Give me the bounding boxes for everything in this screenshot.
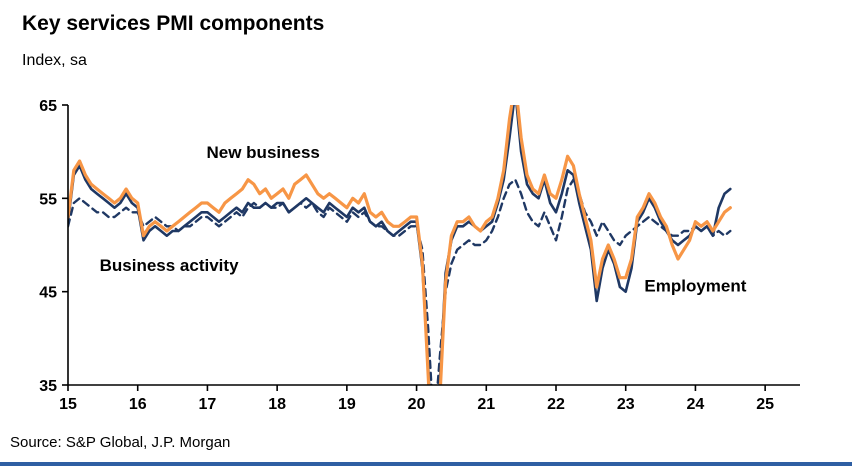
x-tick-label: 15 xyxy=(59,396,77,413)
x-tick-label: 24 xyxy=(687,396,705,413)
y-tick-label: 45 xyxy=(39,285,57,302)
pmi-line-chart: 15 16 17 18 19 20 21 22 23 24 25 35 45 55 65 New busine… xyxy=(39,98,800,413)
x-tick-label: 25 xyxy=(756,396,774,413)
y-tick-label: 35 xyxy=(39,378,57,395)
series-line-employment xyxy=(68,178,732,385)
x-tick-label: 19 xyxy=(338,396,356,413)
x-tick-label: 23 xyxy=(617,396,635,413)
x-tick-label: 21 xyxy=(477,396,495,413)
y-tick-label: 65 xyxy=(39,98,57,115)
tick-labels: 15 16 17 18 19 20 21 22 23 24 25 35 45 55 65 xyxy=(39,98,774,413)
x-tick-label: 20 xyxy=(408,396,426,413)
series-line-new-business xyxy=(68,105,732,385)
annotation-business-activity: Business activity xyxy=(100,256,239,275)
x-tick-label: 17 xyxy=(199,396,217,413)
chart-subtitle: Index, sa xyxy=(22,52,87,69)
y-tick-label: 55 xyxy=(39,191,57,208)
x-tick-label: 16 xyxy=(129,396,147,413)
source-note: Source: S&P Global, J.P. Morgan xyxy=(10,434,231,451)
x-tick-label: 22 xyxy=(547,396,565,413)
chart-title: Key services PMI components xyxy=(22,12,325,35)
x-tick-label: 18 xyxy=(268,396,286,413)
annotation-employment: Employment xyxy=(644,277,746,296)
axes xyxy=(62,104,800,391)
series-line-business-activity xyxy=(68,105,732,385)
footer-accent-bar xyxy=(0,462,852,466)
annotation-new-business: New business xyxy=(207,143,320,162)
series-group xyxy=(68,105,732,385)
